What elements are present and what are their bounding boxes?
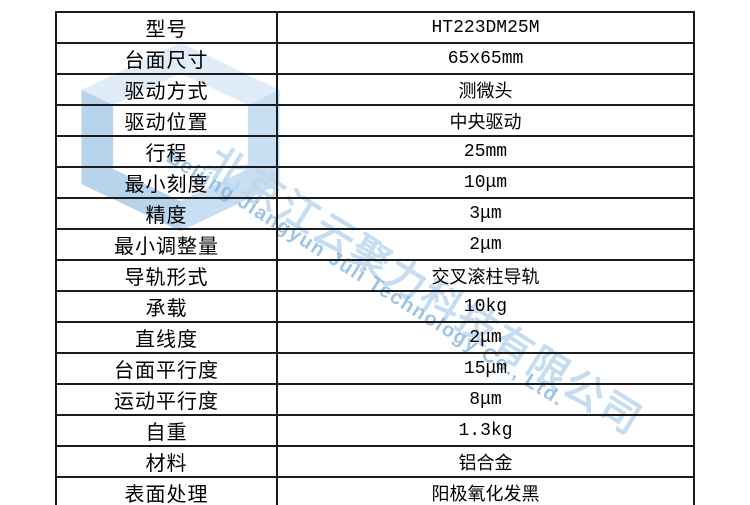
spec-label-cell: 驱动位置 [55,104,278,137]
spec-value-cell: 25mm [276,135,695,168]
spec-value-cell: 2μm [276,321,695,354]
spec-value-cell: 10μm [276,166,695,199]
spec-value-cell: 交叉滚柱导轨 [276,259,695,292]
spec-value-cell: 铝合金 [276,445,695,478]
spec-row: 自重 1.3kg [55,414,695,447]
spec-label-cell: 台面平行度 [55,352,278,385]
spec-label-cell: 表面处理 [55,476,278,505]
spec-value-cell: 中央驱动 [276,104,695,137]
spec-row: 精度 3μm [55,197,695,230]
spec-table-body: 型号 HT223DM25M 台面尺寸 65x65mm 驱动方式 测微头 驱动位置 中央驱动 行程… [55,11,695,505]
spec-value-cell: 65x65mm [276,42,695,75]
spec-row: 行程 25mm [55,135,695,168]
spec-label-cell: 驱动方式 [55,73,278,106]
spec-value-cell: 2μm [276,228,695,261]
spec-label-cell: 导轨形式 [55,259,278,292]
spec-label-cell: 行程 [55,135,278,168]
spec-label-cell: 材料 [55,445,278,478]
spec-label-cell: 运动平行度 [55,383,278,416]
spec-value-cell: 1.3kg [276,414,695,447]
spec-label-cell: 台面尺寸 [55,42,278,75]
spec-row: 型号 HT223DM25M [55,11,695,44]
spec-row: 驱动位置 中央驱动 [55,104,695,137]
spec-label-cell: 精度 [55,197,278,230]
spec-value-cell: 8μm [276,383,695,416]
spec-row: 最小调整量 2μm [55,228,695,261]
spec-label-cell: 最小刻度 [55,166,278,199]
spec-row: 表面处理 阳极氧化发黑 [55,476,695,505]
spec-value-cell: 阳极氧化发黑 [276,476,695,505]
spec-label-cell: 型号 [55,11,278,44]
spec-value-cell: HT223DM25M [276,11,695,44]
spec-label-cell: 最小调整量 [55,228,278,261]
spec-row: 直线度 2μm [55,321,695,354]
spec-row: 承载 10kg [55,290,695,323]
spec-row: 材料 铝合金 [55,445,695,478]
spec-row: 台面尺寸 65x65mm [55,42,695,75]
spec-value-cell: 15μm [276,352,695,385]
spec-table: 型号 HT223DM25M 台面尺寸 65x65mm 驱动方式 测微头 驱动位置 中央驱动 行程… [55,11,695,505]
spec-row: 运动平行度 8μm [55,383,695,416]
spec-value-cell: 10kg [276,290,695,323]
spec-label-cell: 直线度 [55,321,278,354]
spec-row: 驱动方式 测微头 [55,73,695,106]
spec-row: 最小刻度 10μm [55,166,695,199]
spec-value-cell: 测微头 [276,73,695,106]
spec-value-cell: 3μm [276,197,695,230]
spec-label-cell: 自重 [55,414,278,447]
spec-row: 导轨形式 交叉滚柱导轨 [55,259,695,292]
spec-row: 台面平行度 15μm [55,352,695,385]
spec-label-cell: 承载 [55,290,278,323]
